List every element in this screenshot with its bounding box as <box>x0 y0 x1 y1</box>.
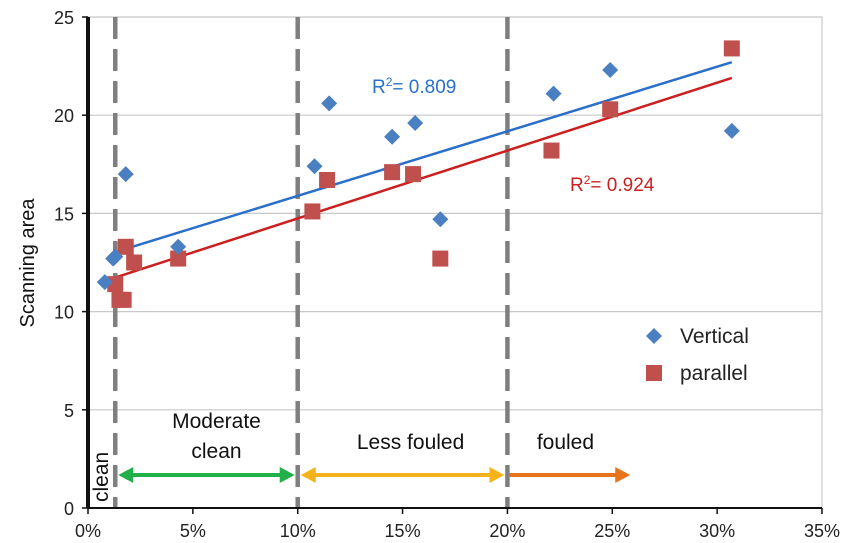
trendline-vertical <box>112 60 733 254</box>
zone-arrowhead <box>615 467 631 483</box>
y-tick-label: 20 <box>54 106 74 126</box>
r2-label-vertical: R2= 0.809 <box>372 75 456 98</box>
trendlines <box>112 60 733 280</box>
data-points <box>96 40 740 308</box>
legend: Vertical parallel <box>646 325 749 385</box>
zone-label: Less fouled <box>357 431 464 454</box>
point-vertical <box>723 122 740 139</box>
point-parallel <box>170 250 187 267</box>
axes <box>86 17 822 509</box>
point-vertical <box>407 115 424 132</box>
zone-label: Moderate <box>172 410 261 433</box>
legend-label-vertical: Vertical <box>680 325 749 348</box>
point-vertical <box>117 166 134 183</box>
zone-label: fouled <box>537 431 594 454</box>
point-vertical <box>107 248 124 265</box>
point-parallel <box>319 172 336 189</box>
point-parallel <box>384 164 401 181</box>
point-parallel <box>115 291 132 308</box>
point-vertical <box>384 128 401 145</box>
legend-marker-vertical <box>646 328 662 344</box>
y-tick-label: 5 <box>64 401 74 421</box>
zone-arrowhead-left <box>300 467 316 483</box>
y-tick-label: 25 <box>54 8 74 28</box>
x-tick-label: 35% <box>804 521 840 541</box>
zone-label-clean: clean <box>90 452 113 502</box>
point-vertical <box>96 274 113 291</box>
zone-arrowhead-right <box>489 467 505 483</box>
point-vertical <box>321 95 338 112</box>
x-tick-label: 20% <box>489 521 525 541</box>
r2-annotations: R2= 0.809 R2= 0.924 <box>372 75 655 196</box>
y-tick-label: 15 <box>54 204 74 224</box>
y-tick-label: 10 <box>54 303 74 323</box>
point-vertical <box>602 62 619 79</box>
point-parallel <box>304 203 321 220</box>
point-parallel <box>107 276 124 293</box>
x-tick-label: 0% <box>75 521 101 541</box>
x-tick-label: 25% <box>594 521 630 541</box>
zone-arrowhead-right <box>279 467 295 483</box>
point-parallel <box>602 101 619 118</box>
x-tick-label: 15% <box>385 521 421 541</box>
point-parallel <box>405 166 422 183</box>
point-parallel <box>723 40 740 57</box>
zone-label: clean <box>191 440 241 463</box>
y-axis-title: Scanning area <box>17 198 39 328</box>
trendline-parallel <box>112 76 733 280</box>
point-vertical <box>545 85 562 102</box>
point-vertical <box>170 238 187 255</box>
x-tick-label: 5% <box>180 521 206 541</box>
point-vertical <box>432 211 449 228</box>
point-vertical <box>306 158 323 175</box>
x-tick-label: 10% <box>280 521 316 541</box>
point-parallel <box>432 250 449 267</box>
y-tick-label: 0 <box>64 499 74 519</box>
tick-labels: 0% 5% 10% 15% 20% 25% 30% 35% 0 5 10 15 20 25 <box>54 8 840 541</box>
zone-arrows: clean Moderate clean Less fouled fouled <box>90 410 631 502</box>
r2-label-parallel: R2= 0.924 <box>570 173 655 196</box>
point-parallel <box>117 238 134 255</box>
point-parallel <box>543 142 560 159</box>
point-parallel <box>126 254 143 271</box>
zone-arrowhead-left <box>118 467 134 483</box>
legend-label-parallel: parallel <box>680 362 748 385</box>
x-tick-label: 30% <box>699 521 735 541</box>
legend-marker-parallel <box>646 365 662 381</box>
